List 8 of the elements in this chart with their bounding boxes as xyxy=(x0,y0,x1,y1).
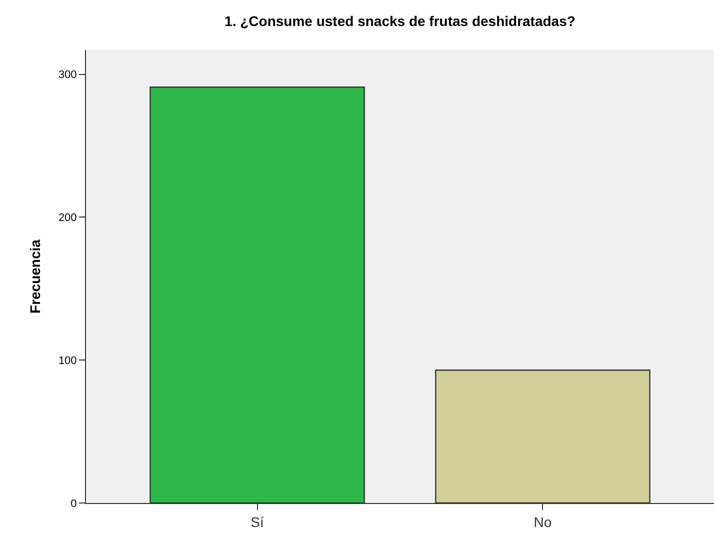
y-axis-title: Frecuencia xyxy=(27,239,44,314)
x-tick-label: Sí xyxy=(250,514,264,530)
y-tick-label: 100 xyxy=(58,354,77,367)
x-tick-label: No xyxy=(534,514,552,530)
y-tick-label: 300 xyxy=(58,69,77,82)
y-tick-label: 200 xyxy=(58,212,77,224)
chart-title: 1. ¿Consume usted snacks de frutas deshidratadas? xyxy=(224,12,576,29)
y-tick-label: 0 xyxy=(70,498,77,510)
